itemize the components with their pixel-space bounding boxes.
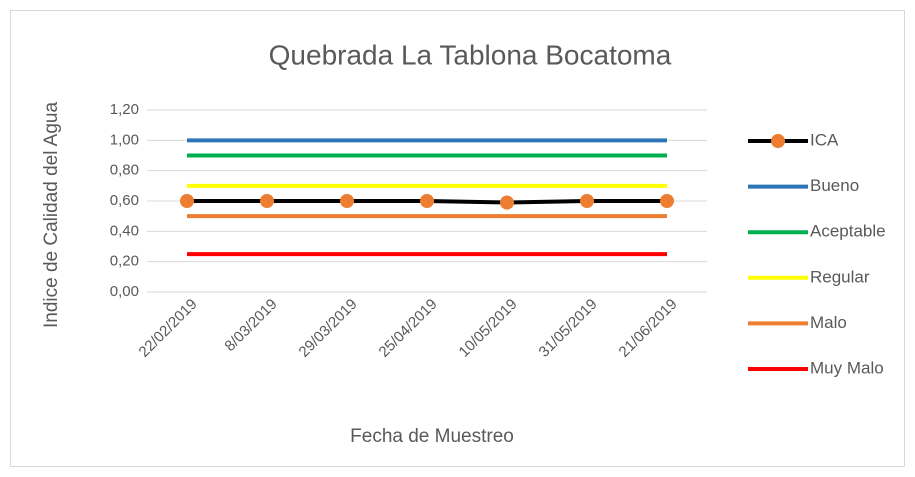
- marker: [340, 194, 354, 208]
- y-tick-label: 0,80: [110, 162, 139, 179]
- chart-border: [10, 10, 905, 467]
- y-tick-label: 0,00: [110, 283, 139, 300]
- marker: [180, 194, 194, 208]
- marker: [260, 194, 274, 208]
- chart-title: Quebrada La Tablona Bocatoma: [269, 39, 672, 70]
- legend-label: ICA: [810, 130, 839, 149]
- legend-label: Muy Malo: [810, 358, 884, 377]
- marker: [660, 194, 674, 208]
- x-axis-label: Fecha de Muestreo: [350, 426, 514, 447]
- legend-label: Bueno: [810, 176, 859, 195]
- y-axis-label: Indice de Calidad del Agua: [41, 102, 62, 328]
- legend-label: Malo: [810, 313, 847, 332]
- legend-marker: [771, 134, 785, 148]
- y-tick-label: 1,20: [110, 101, 139, 118]
- y-tick-label: 0,20: [110, 253, 139, 270]
- legend-label: Aceptable: [810, 222, 886, 241]
- marker: [420, 194, 434, 208]
- y-tick-label: 0,40: [110, 222, 139, 239]
- y-tick-label: 1,00: [110, 131, 139, 148]
- marker: [580, 194, 594, 208]
- legend-label: Regular: [810, 267, 870, 286]
- y-tick-label: 0,60: [110, 192, 139, 209]
- marker: [500, 195, 514, 210]
